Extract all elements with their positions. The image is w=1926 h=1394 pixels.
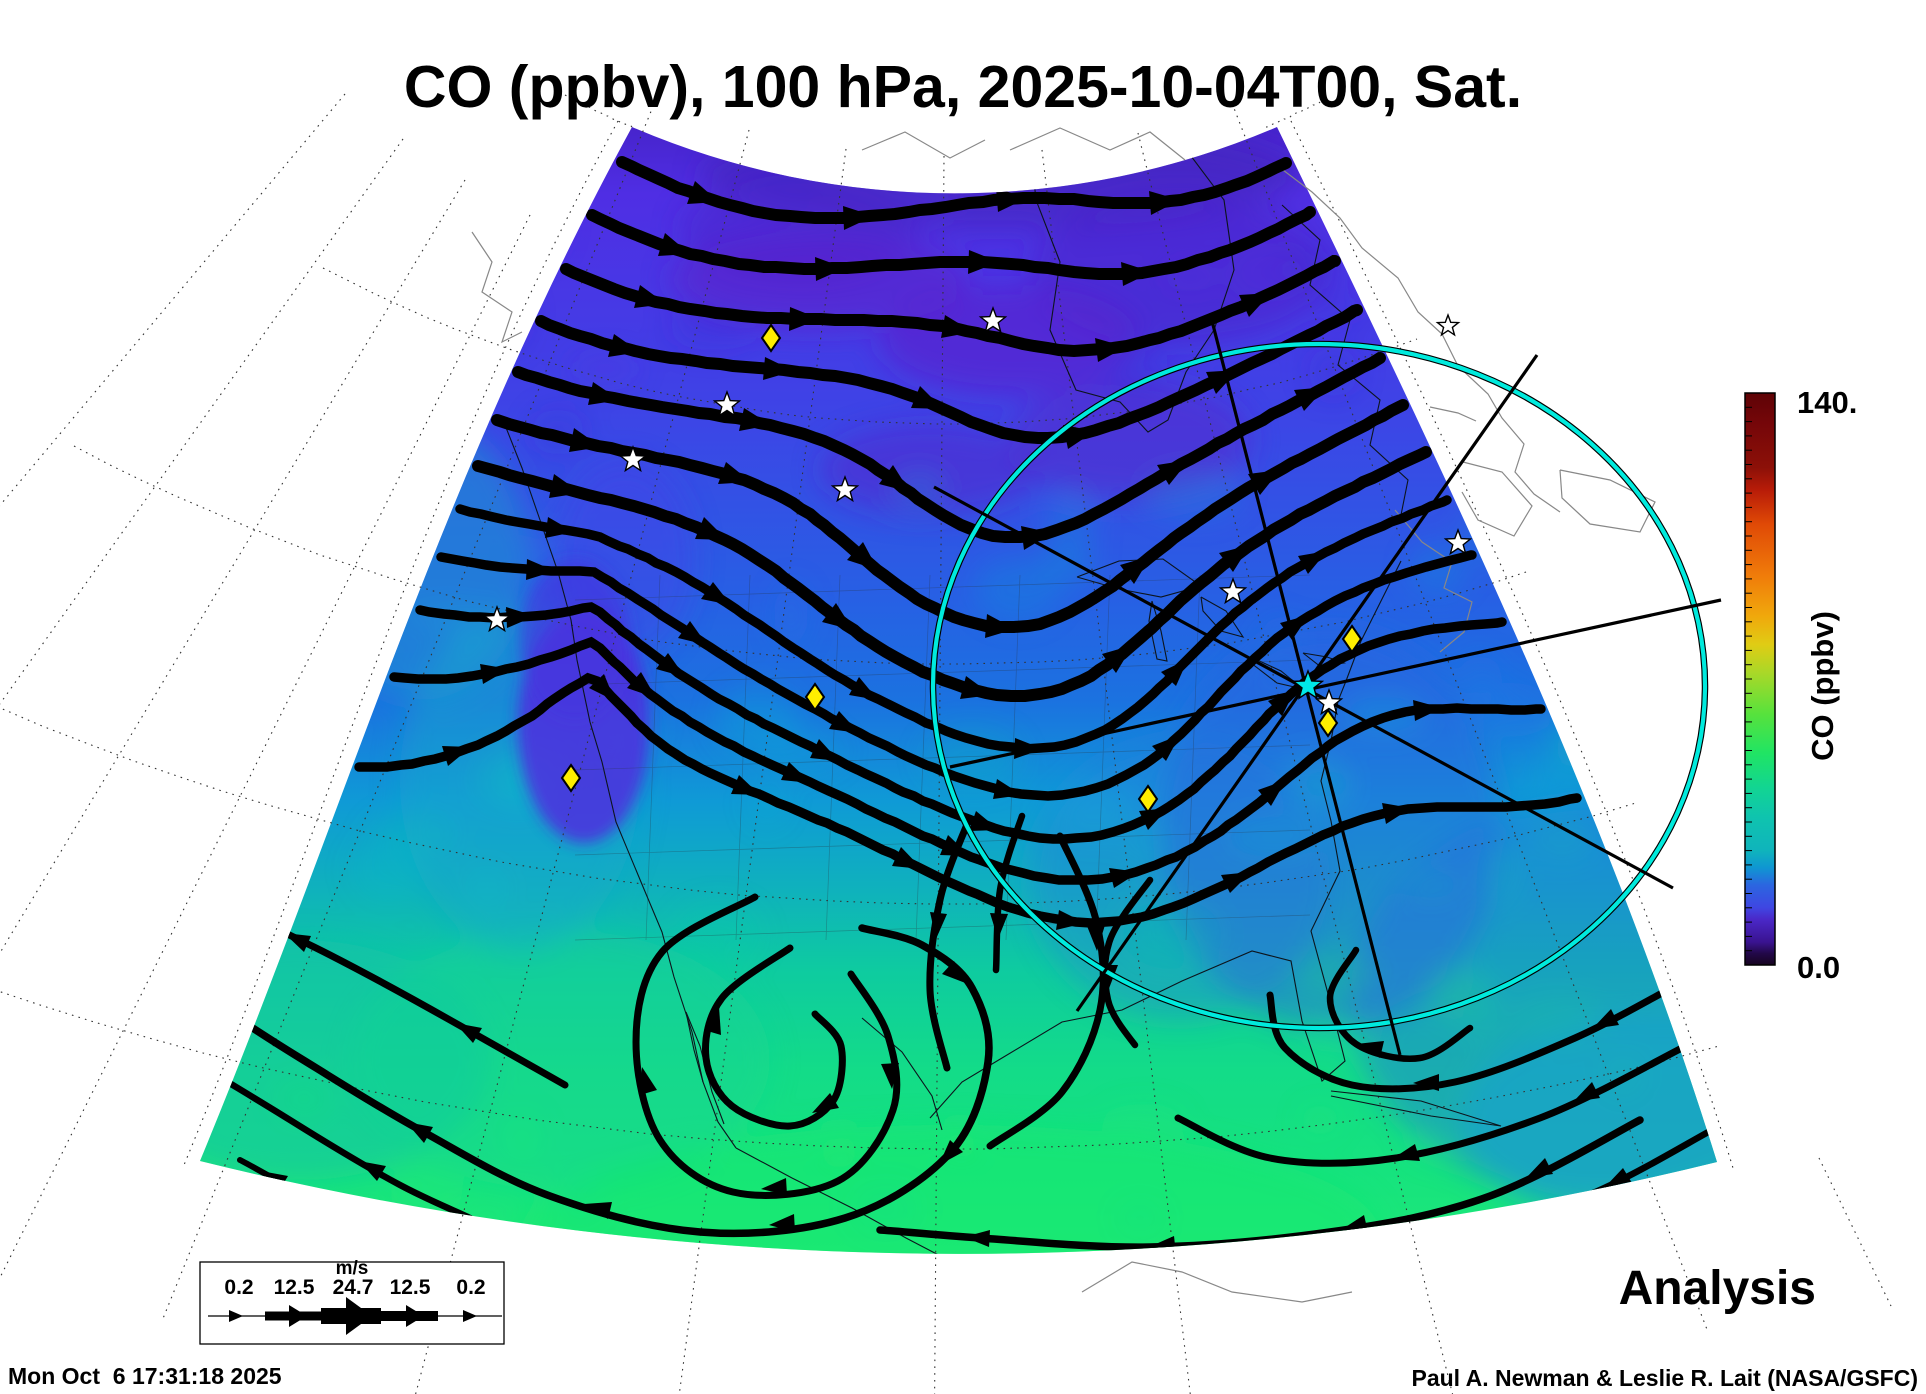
- svg-text:Paul A. Newman & Leslie R. Lai: Paul A. Newman & Leslie R. Lait (NASA/GS…: [1411, 1365, 1918, 1391]
- svg-text:Mon Oct 6 17:31:18 2025: Mon Oct 6 17:31:18 2025: [8, 1363, 282, 1389]
- svg-text:12.5: 12.5: [390, 1276, 431, 1299]
- svg-text:0.2: 0.2: [224, 1276, 253, 1299]
- svg-text:24.7: 24.7: [333, 1276, 374, 1299]
- svg-text:CO (ppbv), 100 hPa, 2025-10-04: CO (ppbv), 100 hPa, 2025-10-04T00, Sat.: [404, 54, 1522, 120]
- svg-text:12.5: 12.5: [274, 1276, 315, 1299]
- svg-text:140.: 140.: [1797, 385, 1857, 420]
- svg-text:0.0: 0.0: [1797, 950, 1840, 985]
- svg-text:0.2: 0.2: [456, 1276, 485, 1299]
- svg-text:CO (ppbv): CO (ppbv): [1805, 611, 1840, 761]
- svg-text:Analysis: Analysis: [1619, 1262, 1816, 1315]
- svg-text:m/s: m/s: [336, 1258, 369, 1279]
